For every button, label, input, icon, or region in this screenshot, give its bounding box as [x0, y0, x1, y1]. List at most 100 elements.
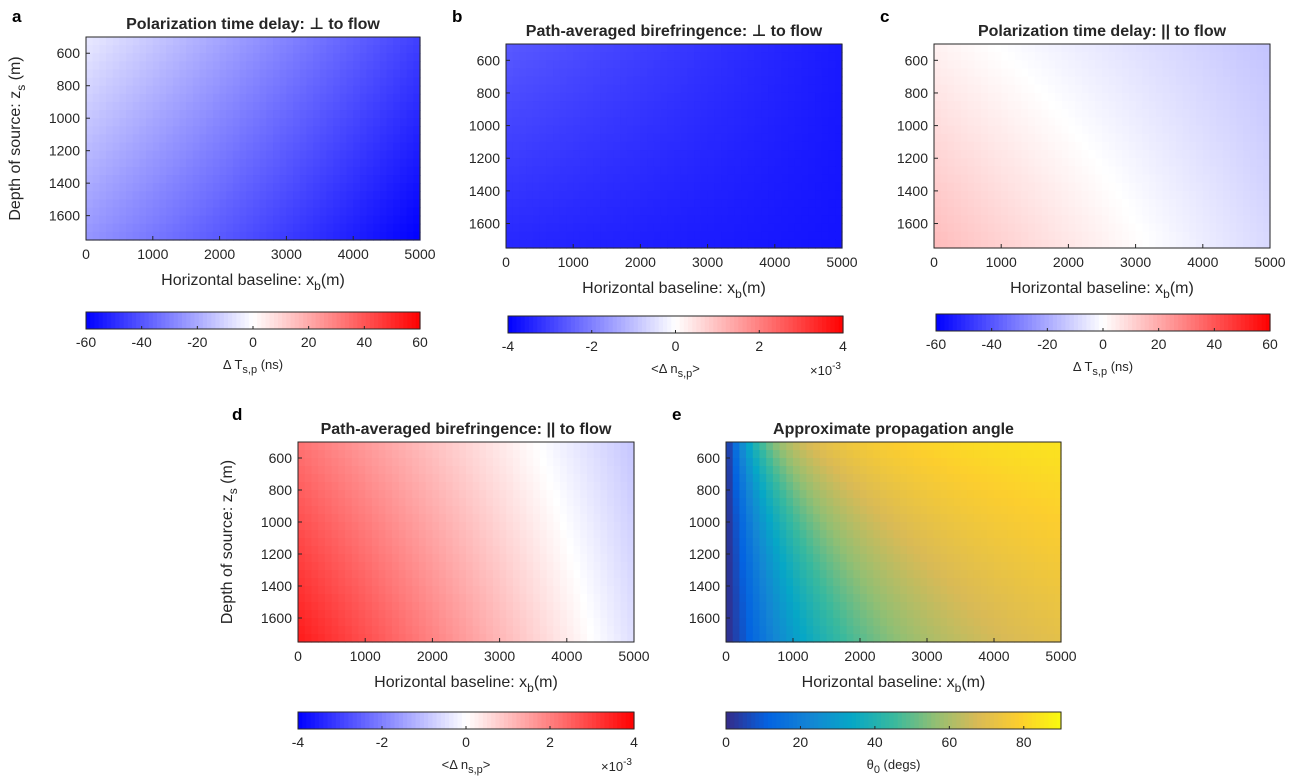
heatmap-cell [385, 466, 393, 475]
heatmap-cell [566, 68, 574, 78]
heatmap-cell [106, 126, 114, 136]
heatmap-cell [947, 44, 955, 53]
heatmap-cell [687, 44, 695, 53]
heatmap-cell [385, 522, 393, 531]
heatmap-cell [345, 562, 353, 571]
heatmap-cell [1249, 60, 1258, 70]
colorbar-segment [679, 316, 685, 333]
heatmap-cell [960, 109, 969, 119]
heatmap-cell [399, 150, 408, 160]
heatmap-cell [1102, 215, 1110, 225]
heatmap-cell [513, 522, 521, 531]
heatmap-cell [486, 522, 494, 531]
heatmap-cell [445, 474, 454, 483]
heatmap-cell [553, 450, 561, 459]
heatmap-cell [714, 231, 722, 241]
heatmap-cell [1175, 199, 1184, 208]
heatmap-cell [126, 150, 134, 160]
heatmap-cell [801, 117, 809, 127]
heatmap-cell [339, 118, 348, 127]
heatmap-cell [794, 84, 803, 94]
heatmap-cell [366, 223, 374, 233]
heatmap-cell [1222, 68, 1231, 78]
heatmap-cell [126, 199, 134, 209]
heatmap-cell [324, 466, 333, 475]
x-axis-label-main: Horizontal baseline: x [582, 280, 735, 297]
heatmap-cell [206, 183, 214, 192]
heatmap-cell [212, 45, 221, 54]
heatmap-cell [1135, 141, 1143, 151]
heatmap-cell [835, 109, 843, 119]
heatmap-cell [1169, 44, 1177, 53]
colorbar-segment [269, 312, 275, 329]
heatmap-cell [801, 101, 809, 110]
colorbar-segment [965, 314, 970, 331]
heatmap-cell [1169, 207, 1177, 216]
heatmap-cell [586, 109, 594, 119]
heatmap-cell [754, 60, 762, 70]
heatmap-cell [1216, 109, 1224, 119]
heatmap-cell [159, 191, 167, 200]
heatmap-cell [253, 158, 261, 168]
heatmap-cell [1243, 199, 1251, 208]
heatmap-cell [273, 191, 281, 200]
heatmap-cell [279, 158, 287, 168]
heatmap-cell [974, 44, 982, 53]
heatmap-cell [526, 522, 534, 531]
heatmap-cell [687, 92, 695, 102]
heatmap-cell [960, 84, 969, 94]
colorbar-segment [1219, 314, 1225, 331]
heatmap-cell [566, 166, 574, 176]
heatmap-cell [425, 554, 433, 563]
heatmap-cell [1122, 158, 1130, 167]
heatmap-cell [1108, 60, 1117, 70]
heatmap-cell [358, 546, 366, 555]
heatmap-cell [132, 191, 141, 200]
heatmap-cell [1202, 141, 1211, 151]
heatmap-cell [1196, 182, 1204, 192]
heatmap-cell [119, 215, 127, 225]
heatmap-cell [132, 93, 141, 103]
heatmap-cell [206, 223, 214, 233]
heatmap-cell [1229, 44, 1237, 53]
heatmap-cell [326, 158, 334, 168]
heatmap-cell [714, 76, 722, 86]
heatmap-cell [1021, 223, 1029, 233]
heatmap-cell [667, 199, 675, 208]
heatmap-cell [1222, 60, 1231, 70]
heatmap-cell [366, 61, 374, 71]
heatmap-cell [398, 482, 407, 491]
heatmap-cell [1007, 215, 1016, 225]
heatmap-cell [179, 183, 187, 192]
heatmap-cell [326, 199, 334, 209]
heatmap-cell [981, 141, 989, 151]
heatmap-cell [1222, 133, 1231, 143]
heatmap-cell [1169, 101, 1177, 110]
heatmap-cell [1243, 141, 1251, 151]
heatmap-cell [379, 175, 388, 184]
heatmap-cell [112, 223, 120, 233]
heatmap-cell [1216, 68, 1224, 78]
heatmap-cell [741, 223, 749, 233]
heatmap-cell [694, 109, 702, 119]
heatmap-cell [647, 44, 655, 53]
heatmap-cell [667, 60, 675, 70]
heatmap-cell [721, 141, 729, 151]
heatmap-cell [613, 68, 621, 78]
heatmap-cell [1014, 223, 1022, 233]
heatmap-cell [313, 231, 321, 241]
heatmap-cell [600, 482, 608, 491]
heatmap-cell [345, 442, 353, 451]
heatmap-cell [653, 52, 662, 61]
heatmap-cell [714, 109, 722, 119]
heatmap-cell [700, 190, 709, 200]
heatmap-cell [346, 45, 354, 54]
heatmap-cell [432, 506, 440, 515]
heatmap-cell [734, 199, 742, 208]
colorbar-segment [361, 312, 367, 329]
heatmap-cell [1068, 215, 1076, 225]
heatmap-cell [452, 482, 460, 491]
heatmap-cell [1155, 109, 1164, 119]
heatmap-cell [313, 126, 321, 136]
heatmap-cell [754, 117, 762, 127]
